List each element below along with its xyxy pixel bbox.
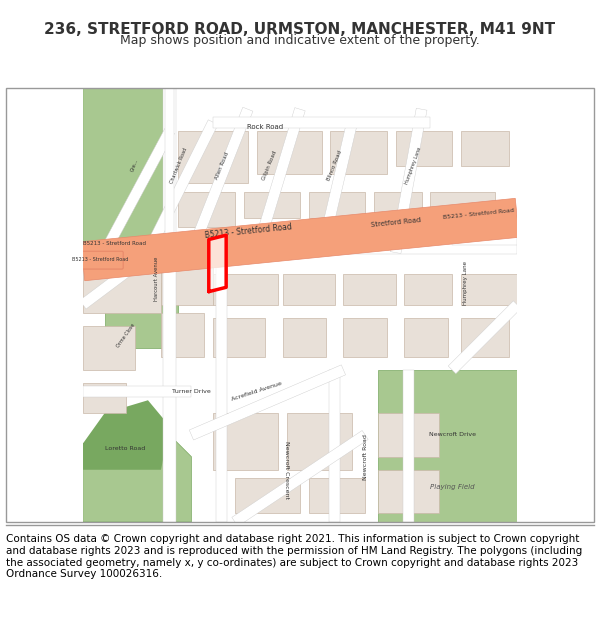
Polygon shape	[83, 426, 191, 522]
Polygon shape	[461, 274, 517, 304]
Polygon shape	[331, 131, 387, 174]
Polygon shape	[378, 370, 517, 522]
Polygon shape	[83, 242, 517, 254]
Text: Acrefield Avenue: Acrefield Avenue	[230, 381, 283, 402]
Polygon shape	[83, 386, 191, 397]
Polygon shape	[100, 128, 175, 255]
Text: 236, STRETFORD ROAD, URMSTON, MANCHESTER, M41 9NT: 236, STRETFORD ROAD, URMSTON, MANCHESTER…	[44, 22, 556, 37]
Polygon shape	[80, 235, 173, 309]
Polygon shape	[287, 413, 352, 470]
Text: Playing Field: Playing Field	[430, 484, 475, 490]
Text: Contains OS data © Crown copyright and database right 2021. This information is : Contains OS data © Crown copyright and d…	[6, 534, 582, 579]
Polygon shape	[209, 235, 226, 292]
Text: Humphrey Lane: Humphrey Lane	[404, 146, 422, 185]
Polygon shape	[403, 370, 414, 522]
Text: Orme Close: Orme Close	[116, 322, 136, 348]
Polygon shape	[161, 313, 205, 357]
Polygon shape	[395, 131, 452, 166]
Polygon shape	[213, 117, 430, 128]
Text: Chartwick Road: Chartwick Road	[169, 147, 188, 184]
Polygon shape	[251, 107, 305, 254]
Text: B5213 - Stretford Road: B5213 - Stretford Road	[204, 222, 292, 239]
Polygon shape	[187, 107, 253, 254]
Text: Newcroft Road: Newcroft Road	[362, 434, 368, 479]
Polygon shape	[378, 470, 439, 513]
Polygon shape	[390, 108, 427, 254]
Text: Allen Road: Allen Road	[214, 151, 230, 180]
Polygon shape	[217, 261, 227, 522]
Polygon shape	[143, 120, 218, 255]
Polygon shape	[213, 274, 278, 304]
Polygon shape	[81, 198, 519, 281]
Polygon shape	[161, 261, 213, 304]
Text: Gre...: Gre...	[130, 159, 140, 172]
Polygon shape	[166, 88, 174, 252]
Text: Newcroft Crescent: Newcroft Crescent	[284, 441, 289, 499]
Text: B5213 - Stretford Road: B5213 - Stretford Road	[442, 208, 514, 219]
Polygon shape	[461, 318, 509, 357]
Polygon shape	[189, 365, 346, 440]
Polygon shape	[378, 413, 439, 457]
Text: Loretto Road: Loretto Road	[104, 446, 145, 451]
Text: Humphrey Lane: Humphrey Lane	[463, 261, 467, 305]
Polygon shape	[308, 192, 365, 218]
FancyBboxPatch shape	[77, 251, 123, 269]
Polygon shape	[343, 274, 395, 304]
Polygon shape	[83, 400, 170, 470]
Polygon shape	[178, 131, 248, 183]
Polygon shape	[283, 274, 335, 304]
Polygon shape	[461, 131, 509, 166]
Polygon shape	[213, 318, 265, 357]
Polygon shape	[83, 88, 118, 209]
Polygon shape	[213, 413, 278, 470]
Polygon shape	[235, 479, 300, 513]
Polygon shape	[232, 431, 368, 526]
Polygon shape	[244, 192, 300, 218]
Polygon shape	[83, 326, 135, 370]
Polygon shape	[404, 318, 448, 357]
Polygon shape	[329, 370, 340, 522]
Polygon shape	[430, 192, 496, 218]
Text: Gilpin Road: Gilpin Road	[262, 150, 278, 181]
Polygon shape	[374, 192, 422, 226]
Polygon shape	[283, 318, 326, 357]
Polygon shape	[257, 131, 322, 174]
Text: Stretford Road: Stretford Road	[370, 217, 421, 227]
Text: Turner Drive: Turner Drive	[172, 389, 211, 394]
Text: Harcourt Avenue: Harcourt Avenue	[154, 256, 159, 301]
Polygon shape	[83, 270, 161, 313]
Polygon shape	[178, 192, 235, 226]
Text: B5213 - Stretford Road: B5213 - Stretford Road	[83, 241, 146, 246]
Polygon shape	[448, 301, 521, 374]
Polygon shape	[308, 479, 365, 513]
Polygon shape	[343, 318, 387, 357]
Text: Rock Road: Rock Road	[247, 124, 283, 129]
Text: B5213 - Stretford Road: B5213 - Stretford Road	[72, 258, 128, 262]
Polygon shape	[163, 88, 176, 522]
Polygon shape	[83, 88, 170, 252]
Polygon shape	[316, 121, 358, 254]
Text: Newcroft Drive: Newcroft Drive	[428, 432, 476, 437]
Polygon shape	[83, 383, 126, 413]
Text: Map shows position and indicative extent of the property.: Map shows position and indicative extent…	[120, 34, 480, 48]
Polygon shape	[404, 274, 452, 304]
Polygon shape	[104, 283, 178, 348]
Polygon shape	[452, 234, 517, 245]
Text: Blinco Road: Blinco Road	[326, 150, 343, 181]
